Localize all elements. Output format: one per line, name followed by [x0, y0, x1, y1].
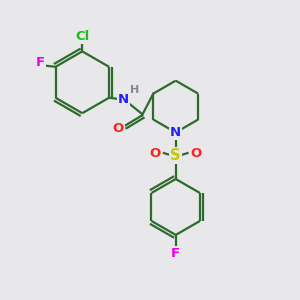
Text: O: O [149, 147, 161, 160]
Text: S: S [170, 148, 181, 163]
Text: Cl: Cl [75, 30, 89, 43]
Text: O: O [113, 122, 124, 135]
Text: O: O [191, 147, 202, 160]
Text: N: N [170, 126, 181, 139]
Text: H: H [130, 85, 140, 95]
Text: F: F [35, 56, 44, 69]
Text: N: N [118, 93, 129, 106]
Text: F: F [171, 247, 180, 260]
